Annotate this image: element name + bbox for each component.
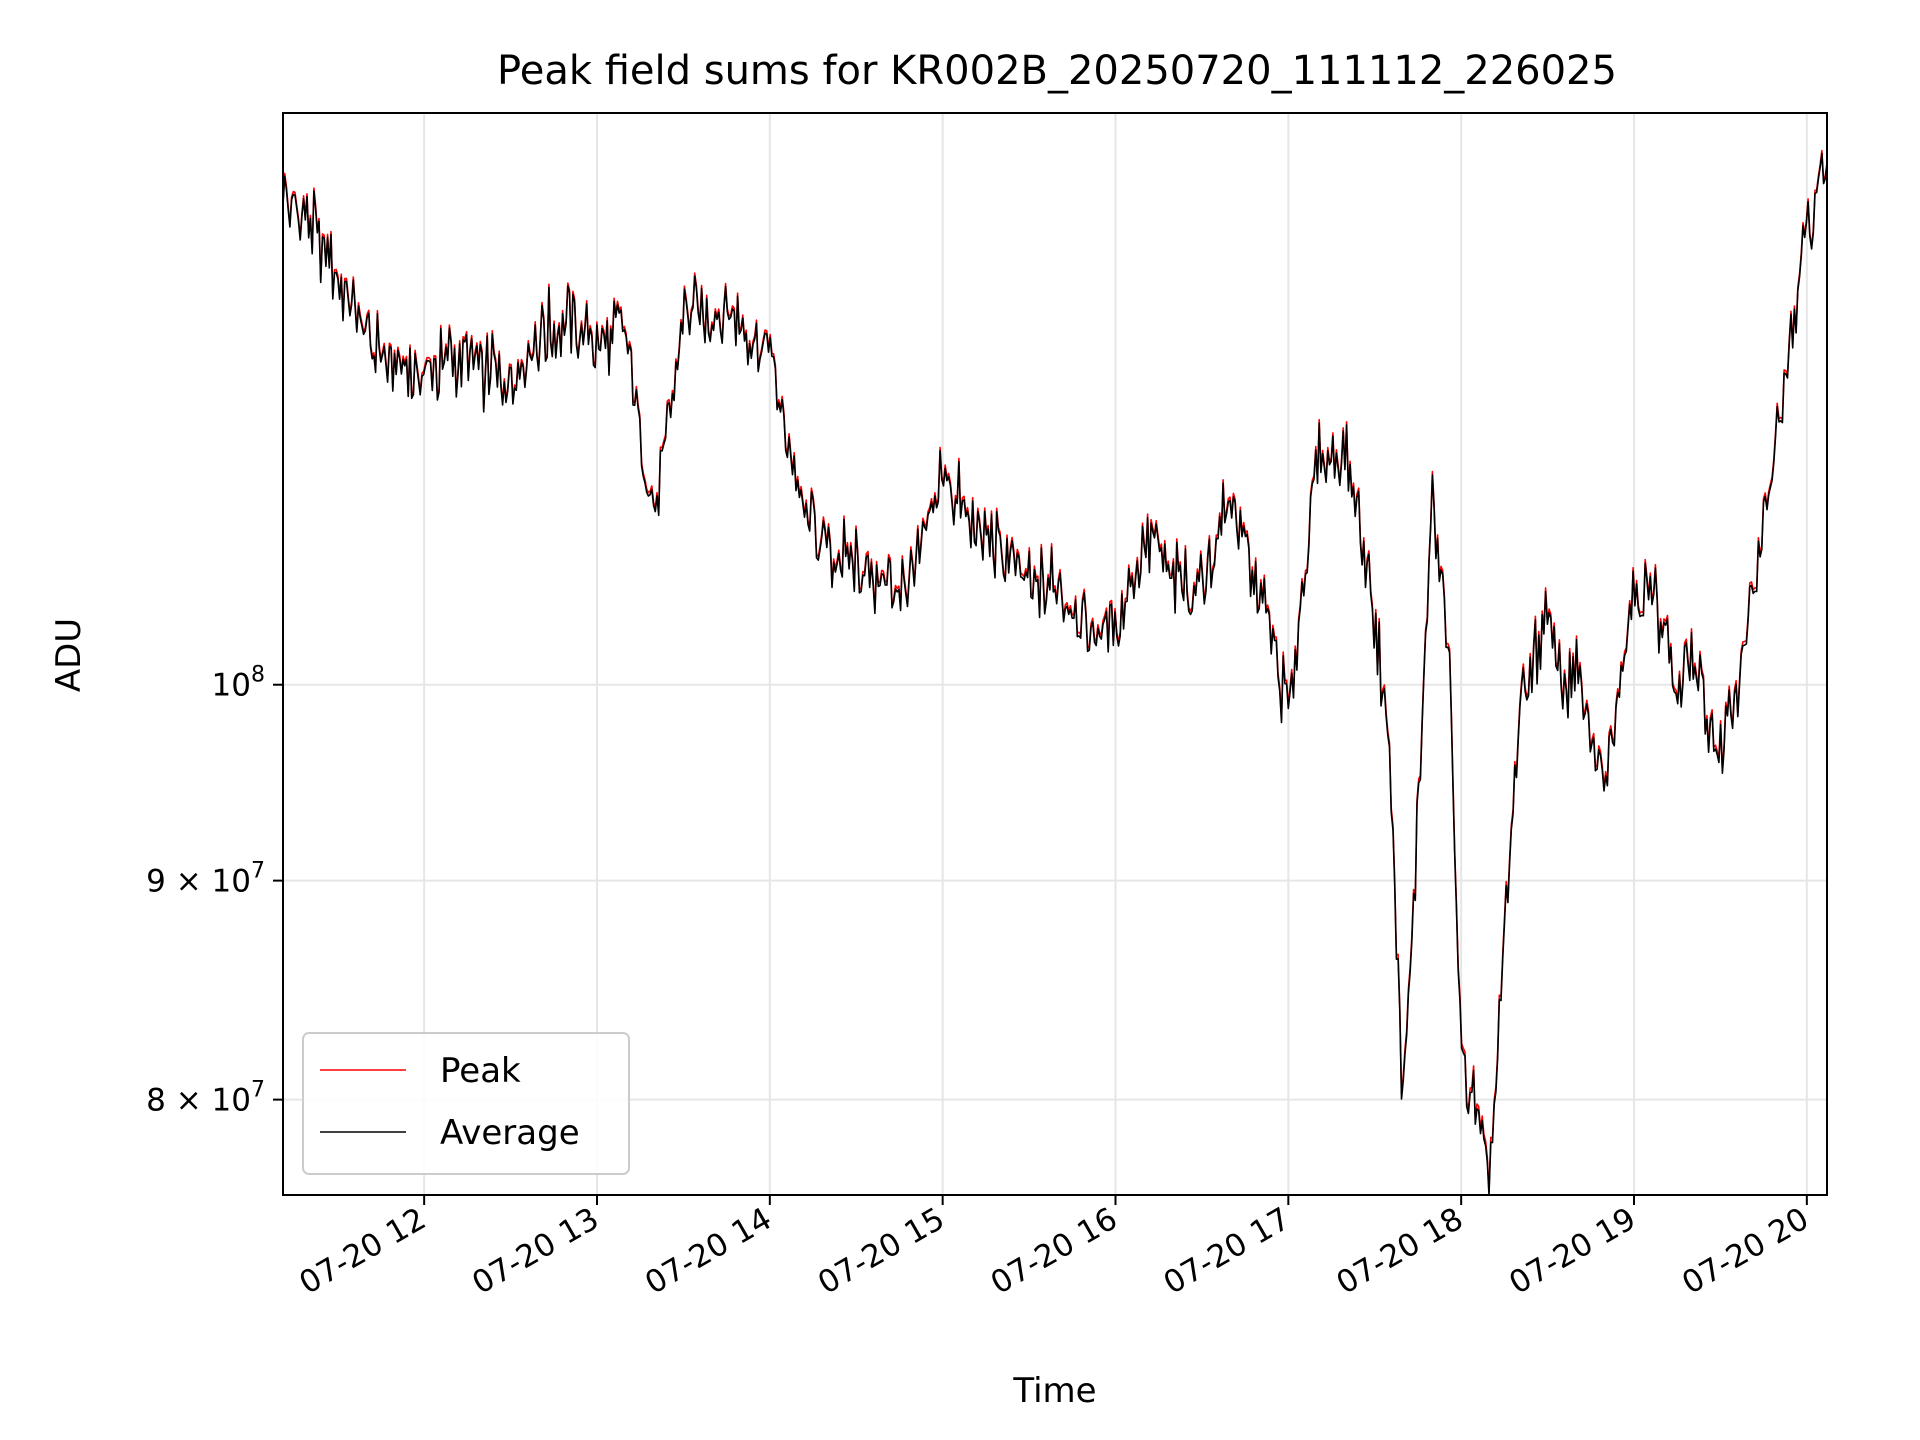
y-axis: 108 9 × 107 8 × 107 <box>146 663 283 1119</box>
legend: Peak Average <box>302 1032 630 1175</box>
y-tick-label: 8 × 107 <box>146 1078 265 1119</box>
x-axis-label: Time <box>1012 1371 1096 1411</box>
legend-label-peak: Peak <box>440 1051 521 1091</box>
grid <box>283 113 1827 1195</box>
legend-box <box>302 1032 630 1175</box>
series-line-average <box>282 152 1828 1196</box>
legend-label-average: Average <box>440 1113 580 1153</box>
y-tick-label: 108 <box>212 663 265 704</box>
plot-frame <box>282 112 1828 1196</box>
chart-title: Peak field sums for KR002B_20250720_1111… <box>497 48 1617 94</box>
series-group <box>282 149 1828 1196</box>
y-axis-label: ADU <box>49 618 89 692</box>
y-tick-label: 9 × 107 <box>146 859 265 900</box>
